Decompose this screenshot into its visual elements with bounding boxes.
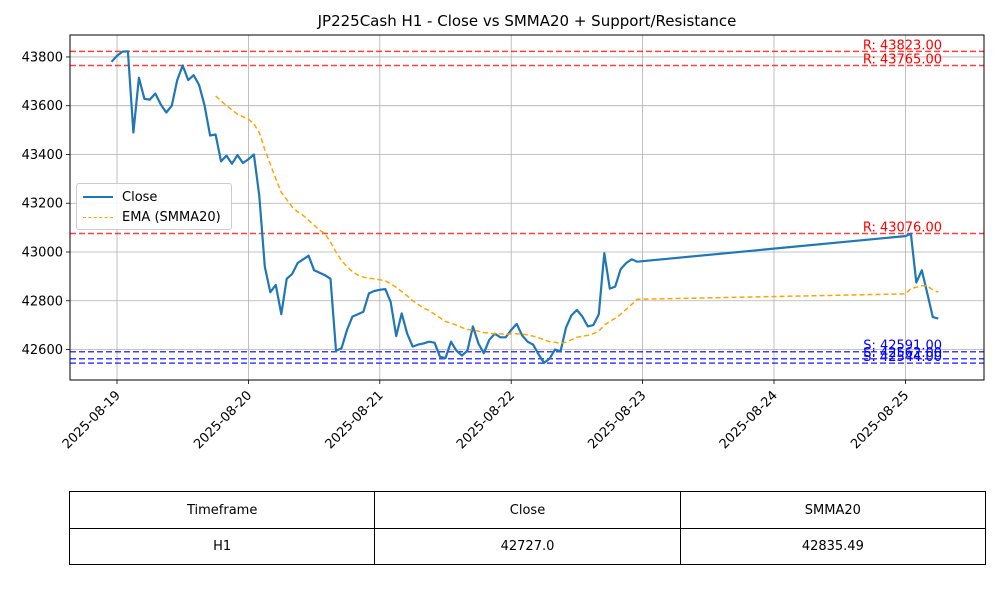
legend-swatch-smma20 [83,216,113,218]
support-label: S: 42591.00 [863,339,942,354]
table-cell: 42727.0 [374,528,681,565]
series-lines [110,50,939,364]
table-header-cell: SMMA20 [679,491,987,529]
y-tick-label: 42600 [22,343,63,358]
close-series-line [110,50,939,364]
x-tick-label: 2025-08-19 [60,388,124,452]
support-resistance-lines [70,50,984,364]
y-tick-label: 43200 [22,197,63,212]
resistance-label: R: 43076.00 [863,220,942,235]
table-cell: H1 [68,528,376,565]
y-tick-label: 43000 [22,245,63,260]
support-label: S: 42562.00 [863,346,942,361]
legend-label-close: Close [122,189,158,205]
resistance-label: R: 43765.00 [863,52,942,67]
y-tick-label: 43800 [22,50,63,65]
legend-swatch-close [83,196,113,198]
support-label: S: 42544.00 [863,350,942,365]
smma20-series-line [215,95,939,345]
x-tick-label: 2025-08-21 [323,388,387,452]
table-cell: 42835.49 [679,528,987,565]
x-tick-label: 2025-08-22 [454,388,518,452]
summary-table: Timeframe Close SMMA20 H1 42727.0 42835.… [68,491,987,565]
table-header-row: Timeframe Close SMMA20 [68,491,987,529]
legend: Close EMA (SMMA20) [76,183,232,230]
table-header-cell: Close [374,491,681,529]
legend-item-close: Close [83,187,157,207]
grid-lines [70,35,984,380]
legend-label-smma20: EMA (SMMA20) [122,209,221,225]
plot-frame [69,34,985,381]
x-tick-label: 2025-08-20 [191,388,255,452]
level-labels: R: 43823.00R: 43765.00 R: 43076.00 S: 4259… [863,38,942,365]
x-tick-label: 2025-08-25 [848,388,912,452]
legend-item-smma20: EMA (SMMA20) [83,207,221,227]
resistance-label: R: 43823.00 [863,38,942,53]
table-header-cell: Timeframe [68,491,376,529]
y-tick-label: 43400 [22,148,63,163]
y-tick-label: 43600 [22,99,63,114]
y-tick-label: 42800 [22,294,63,309]
chart-title: JP225Cash H1 - Close vs SMMA20 + Support… [317,12,737,30]
x-tick-label: 2025-08-24 [717,388,781,452]
table-row: H1 42727.0 42835.49 [68,528,987,565]
chart-area: 2025-08-19 2025-08-20 2025-08-21 2025-08-22… [22,34,985,452]
x-tick-label: 2025-08-23 [585,388,649,452]
axes: 2025-08-19 2025-08-20 2025-08-21 2025-08-22… [22,34,985,452]
